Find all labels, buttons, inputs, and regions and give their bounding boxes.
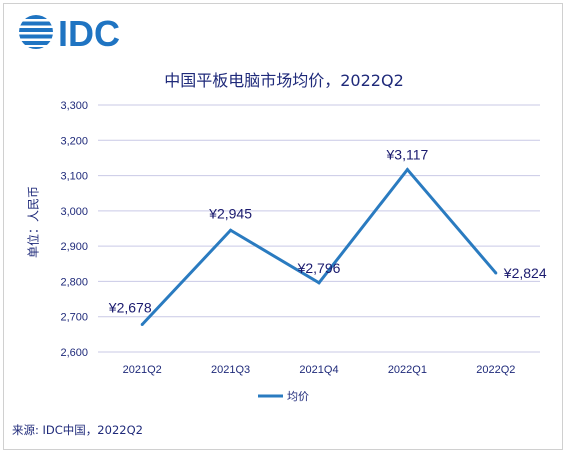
chart-title: 中国平板电脑市场均价，2022Q2 xyxy=(164,71,404,90)
source-note: 来源: IDC中国，2022Q2 xyxy=(12,423,143,437)
x-tick-label: 2021Q4 xyxy=(299,364,338,376)
y-tick-label: 3,100 xyxy=(60,171,88,183)
data-point xyxy=(140,322,144,326)
x-tick-label: 2022Q1 xyxy=(388,364,427,376)
data-label: ¥2,824 xyxy=(503,265,547,281)
x-tick-label: 2021Q3 xyxy=(211,364,250,376)
data-label: ¥2,945 xyxy=(208,205,252,221)
data-point xyxy=(494,271,498,275)
x-tick-label: 2021Q2 xyxy=(123,364,162,376)
series-line xyxy=(141,167,497,326)
y-tick-label: 3,000 xyxy=(60,206,88,218)
y-tick-label: 2,700 xyxy=(60,312,88,324)
data-label: ¥2,796 xyxy=(297,260,341,276)
legend-label: 均价 xyxy=(287,390,309,403)
idc-logo: IDC xyxy=(19,13,120,52)
data-label: ¥2,678 xyxy=(108,299,152,315)
data-point xyxy=(317,281,321,285)
y-tick-label: 3,200 xyxy=(60,135,88,147)
logo-text: IDC xyxy=(58,13,120,52)
data-label: ¥3,117 xyxy=(386,147,429,163)
chart-frame xyxy=(3,3,563,450)
data-point xyxy=(405,168,409,172)
data-point xyxy=(229,228,233,232)
y-tick-label: 2,600 xyxy=(60,347,88,359)
x-tick-label: 2022Q2 xyxy=(476,364,515,376)
y-tick-label: 3,300 xyxy=(60,100,88,112)
y-tick-label: 2,800 xyxy=(60,276,88,288)
y-tick-label: 2,900 xyxy=(60,241,88,253)
